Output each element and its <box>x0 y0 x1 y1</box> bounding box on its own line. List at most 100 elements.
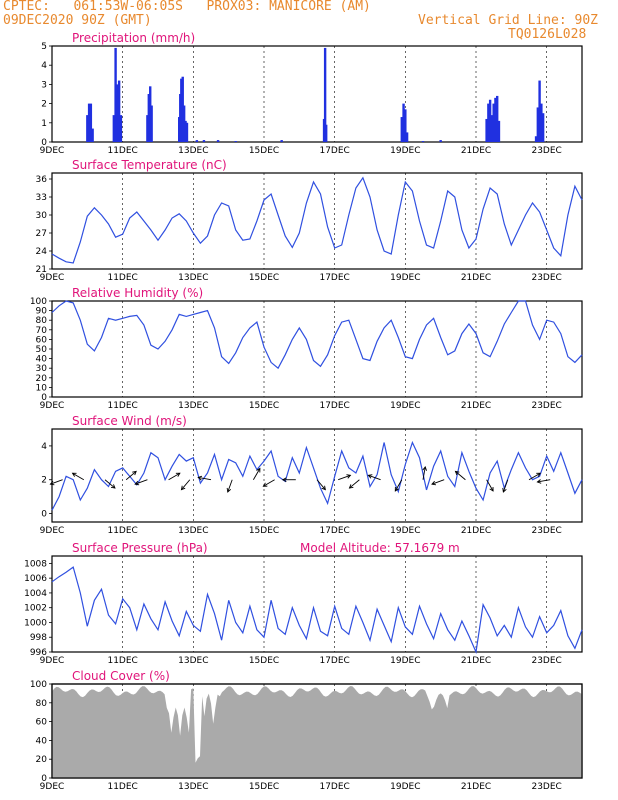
wind-arrow-head <box>197 475 203 481</box>
y-tick-label-rh: 80 <box>36 316 48 326</box>
header-line1: CPTEC: 061:53W-06:05S PROX03: MANICORE (… <box>3 0 371 14</box>
y-tick-label-pres: 998 <box>30 633 47 643</box>
y-tick-label-precip: 1 <box>41 119 47 129</box>
wind-arrow-head <box>281 477 287 483</box>
precip-bar <box>195 140 199 142</box>
x-tick-label-cloud: 23DEC <box>531 782 561 792</box>
pressure-line <box>51 566 583 655</box>
wind-arrow <box>316 479 326 490</box>
x-tick-label-rh: 13DEC <box>178 401 208 411</box>
precip-bar <box>490 115 494 142</box>
wind-arrow-head <box>71 472 77 477</box>
wind-arrow <box>537 479 551 483</box>
y-tick-label-rh: 70 <box>36 326 48 336</box>
y-tick-label-precip: 3 <box>41 80 47 90</box>
x-tick-label-rh: 21DEC <box>461 401 491 411</box>
wind-arrow-head <box>394 486 399 492</box>
x-tick-label-pres: 19DEC <box>390 656 420 666</box>
precip-bar <box>182 105 186 142</box>
x-tick-label-temp: 19DEC <box>390 273 420 283</box>
x-tick-label-precip: 19DEC <box>390 146 420 156</box>
model-altitude-annotation: Model Altitude: 57.1679 m <box>300 541 460 555</box>
y-tick-label-cloud: 40 <box>36 736 48 746</box>
panel-frame-rh <box>51 300 583 398</box>
y-tick-label-precip: 2 <box>41 100 47 110</box>
precip-bar <box>400 117 403 142</box>
y-tick-label-pres: 1006 <box>24 574 47 584</box>
x-tick-label-wind: 13DEC <box>178 526 208 536</box>
x-tick-label-rh: 23DEC <box>531 401 561 411</box>
x-tick-label-pres: 13DEC <box>178 656 208 666</box>
wind-arrow-head <box>256 467 261 473</box>
x-tick-label-pres: 15DEC <box>249 656 279 666</box>
y-tick-label-pres: 1008 <box>24 559 47 569</box>
precip-bar <box>116 84 119 142</box>
x-tick-label-wind: 19DEC <box>390 526 420 536</box>
wind-arrow-head <box>180 485 186 491</box>
precip-bar <box>540 103 543 142</box>
header-code: TQ0126L028 <box>508 27 587 42</box>
wind-arrow-head <box>536 472 542 477</box>
wind-arrow-head <box>134 480 140 486</box>
wind-arrow <box>263 479 275 487</box>
wind-arrow-head <box>367 474 373 479</box>
precip-bar <box>402 103 405 142</box>
precip-bar <box>497 120 501 142</box>
x-tick-label-cloud: 19DEC <box>390 782 420 792</box>
precip-bar <box>91 128 94 142</box>
panel-title-rh: Relative Humidity (%) <box>72 286 203 300</box>
wind-arrow <box>349 479 360 489</box>
x-tick-label-precip: 17DEC <box>319 146 349 156</box>
panel-title-wind: Surface Wind (m/s) <box>72 414 187 428</box>
y-tick-label-wind: 4 <box>41 442 47 452</box>
precip-bar <box>216 140 220 142</box>
x-tick-label-precip: 11DEC <box>107 146 137 156</box>
precip-bar <box>181 76 184 142</box>
wind-arrow <box>338 474 351 481</box>
x-tick-label-pres: 9DEC <box>40 656 65 666</box>
precip-bar <box>541 113 545 142</box>
y-tick-label-temp: 24 <box>36 247 48 257</box>
x-tick-label-temp: 23DEC <box>531 273 561 283</box>
wind-arrow-head <box>454 470 460 476</box>
wind-arrow-head <box>536 479 542 484</box>
y-tick-label-temp: 36 <box>36 175 48 185</box>
wind-arrow <box>528 472 541 481</box>
x-tick-label-precip: 23DEC <box>531 146 561 156</box>
wind-arrow <box>486 479 494 492</box>
y-tick-label-precip: 5 <box>41 42 47 52</box>
precip-bar <box>180 78 183 142</box>
precip-bar <box>150 105 153 142</box>
panel-frame-precip <box>51 45 583 143</box>
humidity-line <box>51 300 583 370</box>
y-tick-label-wind: 2 <box>41 476 47 486</box>
precip-bar <box>119 115 123 142</box>
wind-arrow <box>72 472 85 481</box>
x-tick-label-rh: 15DEC <box>249 401 279 411</box>
wind-arrow <box>502 479 509 493</box>
wind-arrow-head <box>502 487 507 493</box>
x-tick-label-precip: 9DEC <box>40 146 65 156</box>
cloud-cover-area <box>52 686 582 778</box>
wind-arrow-head <box>321 485 326 491</box>
y-tick-label-cloud: 100 <box>30 680 47 690</box>
y-tick-label-temp: 30 <box>36 211 48 221</box>
panel-title-pres: Surface Pressure (hPa) <box>72 541 208 555</box>
precip-bar <box>324 124 328 142</box>
precip-bar <box>114 47 117 142</box>
y-tick-label-rh: 100 <box>30 297 47 307</box>
y-tick-label-rh: 20 <box>36 374 48 384</box>
x-tick-label-wind: 15DEC <box>249 526 279 536</box>
precip-bar <box>147 94 151 142</box>
y-tick-label-temp: 33 <box>36 193 47 203</box>
y-tick-label-rh: 30 <box>36 364 48 374</box>
panel-title-precip: Precipitation (mm/h) <box>72 31 195 45</box>
precip-bar <box>536 107 540 142</box>
wind-arrow-head <box>262 482 268 487</box>
y-tick-label-rh: 90 <box>36 307 48 317</box>
x-tick-label-wind: 23DEC <box>531 526 561 536</box>
precip-bar <box>492 103 495 142</box>
precip-bar <box>534 136 538 142</box>
y-tick-label-temp: 27 <box>36 229 47 239</box>
